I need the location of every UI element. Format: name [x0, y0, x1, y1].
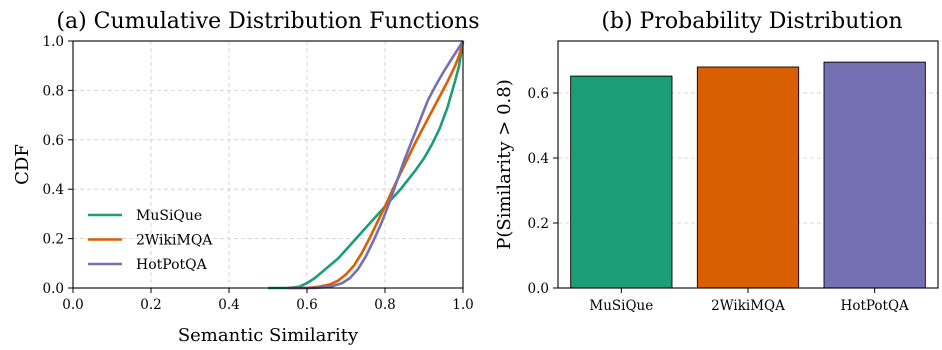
cdf-y-tick-label: 0.8	[43, 83, 64, 99]
bar-y-tick-label: 0.6	[528, 86, 549, 102]
bar-y-tick-label: 0.4	[528, 151, 549, 167]
cdf-y-tick-label: 0.4	[43, 182, 64, 198]
cdf-x-tick-label: 1.0	[452, 297, 473, 313]
bar-y-axis-label: P(Similarity > 0.8)	[494, 79, 515, 249]
bars	[570, 61, 926, 289]
cdf-x-tick-label: 0.6	[296, 297, 317, 313]
bar-musique	[570, 75, 673, 289]
bar-category-label: 2WikiMQA	[711, 298, 785, 314]
cdf-ticks: 0.0 0.2 0.4 0.6 0.8 1.0 0.0 0.2 0.4 0.6 0.8 1.0	[43, 34, 474, 313]
series-line-2wikimqa	[287, 40, 465, 290]
legend-label-hotpotqa: HotPotQA	[136, 257, 208, 273]
bar-2wikimqa	[696, 66, 800, 289]
cdf-x-axis-label: Semantic Similarity	[178, 325, 359, 346]
series-line-hotpotqa	[287, 40, 465, 290]
cdf-x-tick-label: 0.0	[62, 297, 83, 313]
bar-category-label: HotPotQA	[841, 298, 909, 314]
cdf-x-tick-label: 0.8	[374, 297, 395, 313]
legend-label-musique: MuSiQue	[136, 208, 202, 224]
bar-y-tick-label: 0.0	[528, 281, 549, 297]
series-line-musique	[268, 40, 465, 290]
cdf-plot-frame	[72, 40, 464, 289]
cdf-x-tick-label: 0.4	[218, 297, 239, 313]
bar-hotpotqa	[823, 61, 926, 289]
cdf-y-tick-label: 1.0	[43, 34, 64, 50]
bar-ticks: 0.0 0.2 0.4 0.6 MuSiQue 2WikiMQA HotPotQA	[528, 86, 910, 314]
probability-panel: 0.0 0.2 0.4 0.6 MuSiQue 2WikiMQA HotPotQA (b) …	[494, 9, 939, 314]
cdf-y-tick-label: 0.2	[43, 232, 64, 248]
bar-y-tick-label: 0.2	[528, 216, 549, 232]
cdf-panel: 0.0 0.2 0.4 0.6 0.8 1.0 0.0 0.2 0.4 0.6 0.8 1.0 (a)…	[12, 9, 480, 346]
cdf-x-tick-label: 0.2	[140, 297, 161, 313]
cdf-y-tick-label: 0.6	[43, 133, 64, 149]
cdf-title: (a) Cumulative Distribution Functions	[56, 9, 479, 34]
cdf-legend: MuSiQue 2WikiMQA HotPotQA	[88, 208, 213, 273]
bar-title: (b) Probability Distribution	[601, 9, 902, 34]
legend-label-2wikimqa: 2WikiMQA	[136, 233, 213, 249]
cdf-y-tick-label: 0.0	[43, 281, 64, 297]
cdf-y-axis-label: CDF	[12, 144, 33, 185]
cdf-lines	[268, 40, 465, 290]
bar-category-label: MuSiQue	[589, 298, 653, 314]
